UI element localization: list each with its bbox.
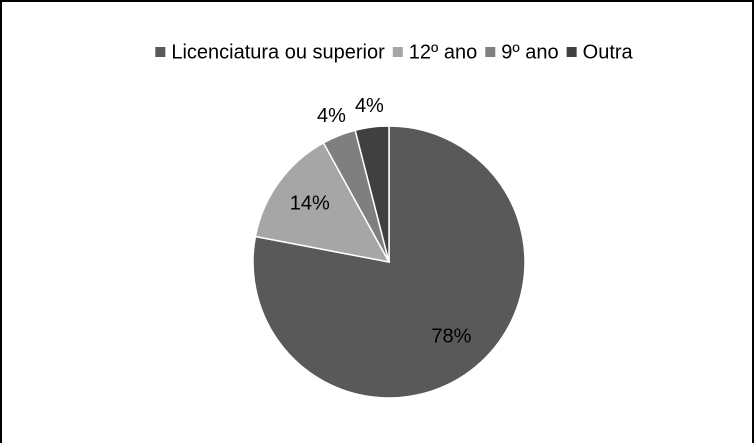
pie-slice [254,141,391,264]
legend-marker [485,47,496,57]
data-label: 14% [290,193,330,215]
legend: Licenciatura ou superior 12º ano 9º ano Out… [155,41,634,63]
legend-label: 12º ano [409,41,477,63]
legend-marker [155,47,166,57]
data-label: 4% [355,95,384,117]
legend-label: Outra [583,41,634,63]
legend-marker [566,47,577,57]
legend-marker [392,47,403,57]
data-label: 4% [317,105,346,127]
data-label: 78% [431,326,471,348]
legend-label: 9º ano [501,41,558,63]
legend-label: Licenciatura ou superior [171,41,385,63]
pie-slice [354,125,390,263]
